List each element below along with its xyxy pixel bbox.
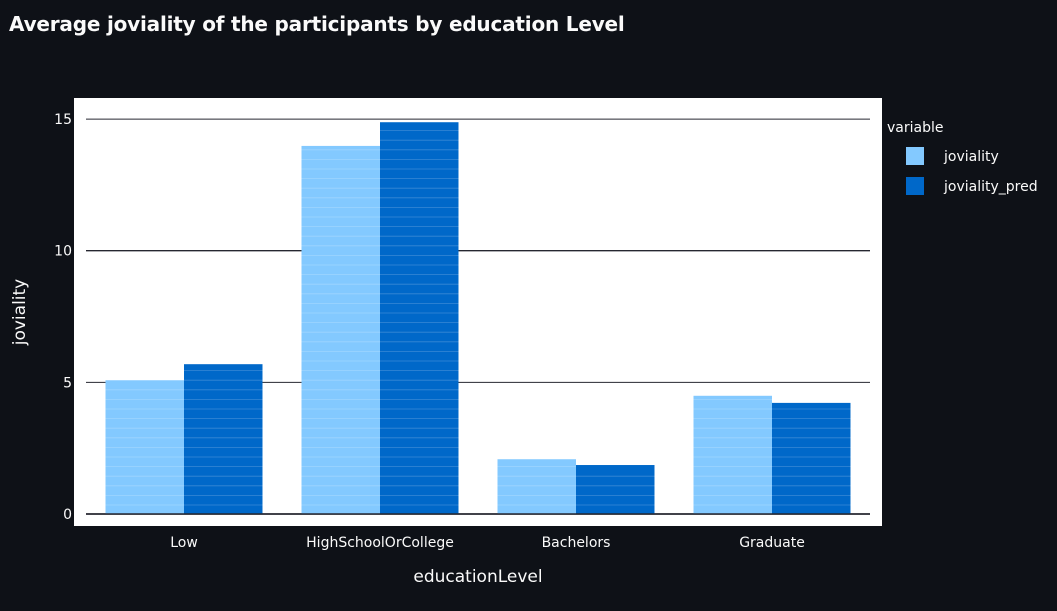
bar-joviality_pred-Graduate[interactable] <box>772 402 851 514</box>
y-axis-ticks: 0 5 10 15 <box>54 112 72 523</box>
y-axis-title: joviality <box>10 279 30 347</box>
y-tick-label: 5 <box>63 375 72 391</box>
x-tick-label: Low <box>170 535 198 551</box>
bar-joviality_pred-Bachelors[interactable] <box>576 465 655 514</box>
x-tick-label: HighSchoolOrCollege <box>306 535 454 551</box>
y-tick-label: 15 <box>54 112 72 128</box>
page-title: Average joviality of the participants by… <box>9 12 625 36</box>
legend-item-label[interactable]: joviality_pred <box>943 179 1038 195</box>
x-tick-label: Graduate <box>739 535 805 551</box>
legend-swatch[interactable] <box>906 147 924 165</box>
x-axis-ticks: Low HighSchoolOrCollege Bachelors Graduate <box>170 535 805 551</box>
bar-joviality_pred-HighSchoolOrCollege[interactable] <box>380 122 459 515</box>
x-tick-label: Bachelors <box>542 535 611 551</box>
bar-joviality-HighSchoolOrCollege[interactable] <box>301 145 381 514</box>
x-axis-title: educationLevel <box>413 567 542 587</box>
legend-swatch[interactable] <box>906 177 924 195</box>
legend[interactable]: variable joviality joviality_pred <box>887 120 1038 195</box>
legend-title: variable <box>887 120 943 136</box>
bars <box>86 122 870 515</box>
bar-joviality-Graduate[interactable] <box>693 395 773 514</box>
y-tick-label: 10 <box>54 244 72 260</box>
bar-joviality_pred-Low[interactable] <box>184 364 263 514</box>
y-tick-label: 0 <box>63 507 72 523</box>
bar-joviality-Low[interactable] <box>105 380 185 514</box>
legend-item-label[interactable]: joviality <box>943 149 999 165</box>
bar-joviality-Bachelors[interactable] <box>497 459 577 514</box>
